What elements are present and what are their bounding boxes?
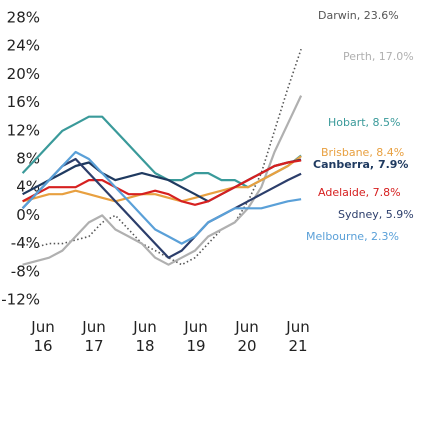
- y-tick-label: 0%: [16, 206, 40, 224]
- legend-label: Perth, 17.0%: [343, 50, 414, 63]
- y-tick-label: 24%: [7, 37, 40, 55]
- y-tick-label: 8%: [16, 150, 40, 168]
- series-line: [21, 150, 302, 245]
- series-line: [21, 115, 302, 189]
- legend-label: Canberra, 7.9%: [313, 158, 408, 171]
- y-tick-label: 20%: [7, 65, 40, 83]
- x-tick-label: Jun 20: [235, 318, 259, 355]
- y-tick-label: -12%: [1, 290, 40, 308]
- x-tick-label: Jun 21: [286, 318, 310, 355]
- y-tick-label: -4%: [11, 234, 40, 252]
- series-line: [22, 155, 302, 203]
- x-tick-label: Jun 19: [184, 318, 208, 355]
- y-tick-label: 28%: [7, 9, 40, 27]
- legend-label: Melbourne, 2.3%: [306, 230, 399, 243]
- legend-label: Sydney, 5.9%: [338, 208, 414, 221]
- legend-label: Brisbane, 8.4%: [321, 146, 404, 159]
- x-tick-label: Jun 17: [82, 318, 106, 355]
- y-tick-label: 12%: [7, 121, 40, 139]
- series-line: [21, 157, 302, 259]
- y-tick-label: -8%: [11, 262, 40, 280]
- legend-label: Hobart, 8.5%: [328, 116, 401, 129]
- legend-label: Darwin, 23.6%: [318, 9, 399, 22]
- series-line: [22, 159, 302, 206]
- x-tick-label: Jun 18: [133, 318, 157, 355]
- x-tick-label: Jun 16: [31, 318, 55, 355]
- legend-label: Adelaide, 7.8%: [318, 186, 401, 199]
- y-tick-label: 16%: [7, 93, 40, 111]
- y-tick-label: 4%: [16, 178, 40, 196]
